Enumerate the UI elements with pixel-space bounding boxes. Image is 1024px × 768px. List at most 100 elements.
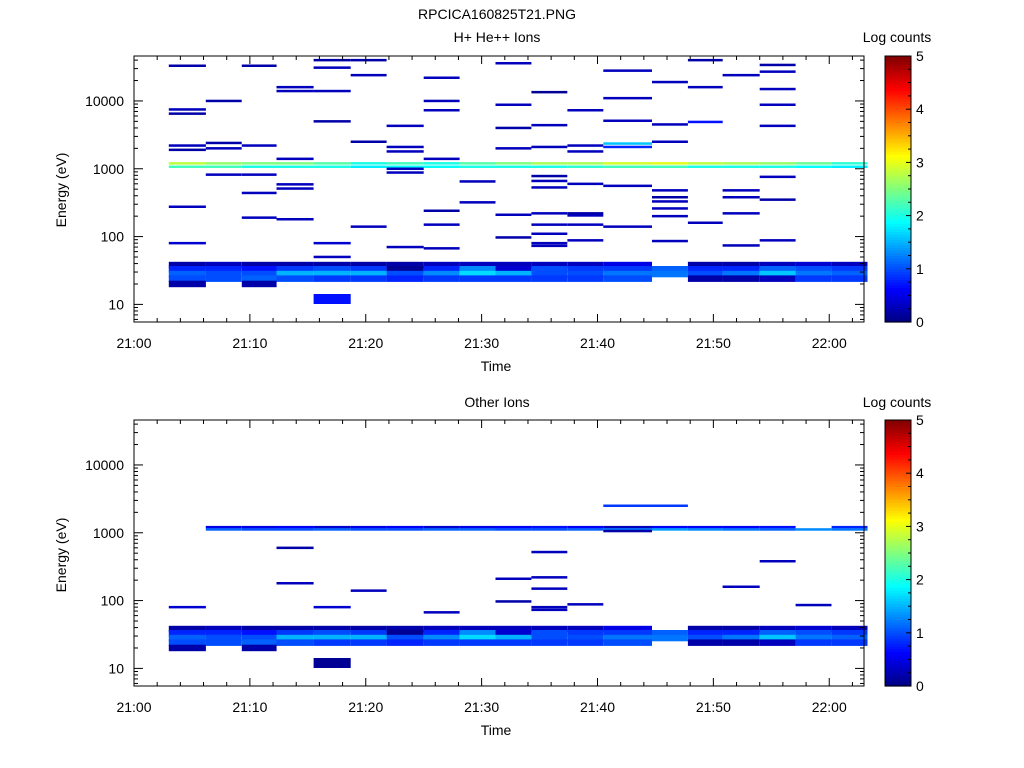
colorbar-segment	[885, 590, 911, 594]
colorbar-segment	[885, 316, 911, 320]
colorbar-segment	[885, 584, 911, 589]
colorbar-segment	[885, 287, 911, 291]
x-tick-label: 21:50	[696, 335, 731, 351]
colorbar-segment	[885, 475, 911, 480]
colorbar-segment	[885, 279, 911, 283]
heatmap-cell	[276, 528, 314, 531]
colorbar-segment	[885, 422, 911, 426]
heatmap-cell	[567, 275, 604, 282]
heatmap-cell	[313, 241, 351, 245]
heatmap-cell	[459, 630, 496, 637]
colorbar-segment	[885, 651, 911, 655]
colorbar-segment	[885, 550, 911, 554]
heatmap-cell	[313, 89, 351, 93]
heatmap-cell	[241, 644, 277, 652]
heatmap-cell	[722, 528, 760, 531]
heatmap-cell	[567, 525, 604, 529]
heatmap-cell	[313, 255, 351, 259]
heatmap-cell	[495, 213, 532, 216]
x-tick-label: 21:10	[232, 699, 267, 715]
heatmap-cell	[722, 73, 760, 77]
heatmap-cell	[495, 103, 532, 106]
colorbar-segment	[885, 547, 911, 551]
colorbar-segment	[885, 515, 911, 520]
heatmap-cell	[652, 165, 688, 168]
heatmap-cell	[423, 76, 460, 79]
heatmap-cell	[759, 634, 796, 642]
heatmap-cell	[831, 639, 868, 646]
colorbar-segment	[885, 481, 911, 485]
colorbar-segment	[885, 106, 911, 110]
colorbar-segment	[885, 196, 911, 201]
heatmap-cell	[531, 266, 568, 273]
heatmap-cell	[722, 212, 760, 215]
heatmap-cell	[276, 270, 314, 278]
colorbar-segment	[885, 218, 911, 222]
heatmap-cell	[531, 576, 568, 579]
colorbar-segment	[885, 244, 911, 249]
heatmap-cell	[759, 270, 796, 278]
heatmap-cell	[423, 528, 460, 531]
colorbar-segment	[885, 420, 911, 424]
heatmap-cell	[459, 180, 496, 183]
y-tick-label: 10000	[85, 93, 124, 109]
heatmap-cell	[531, 123, 568, 127]
heatmap-cell	[241, 630, 277, 637]
colorbar-segment	[885, 526, 911, 530]
colorbar-segment	[885, 425, 911, 429]
colorbar-segment	[885, 292, 911, 296]
heatmap-cell	[759, 165, 796, 168]
colorbar-segment	[885, 470, 911, 474]
colorbar-segment	[885, 534, 911, 538]
heatmap-cell	[276, 625, 314, 633]
heatmap-cell	[205, 639, 242, 646]
heatmap-panel-hplus-heplusplus: H+ He++ Ions Log counts Time Energy (eV)…	[53, 29, 931, 374]
heatmap-cell	[241, 270, 277, 278]
heatmap-cell	[722, 630, 760, 637]
axes: 21:00 21:10 21:20 21:30 21:40 21:50 22:00 10 100…	[85, 56, 864, 351]
heatmap-cell	[386, 266, 424, 273]
colorbar-segment	[885, 202, 911, 206]
heatmap-cell	[531, 241, 568, 245]
colorbar-segment	[885, 98, 911, 102]
heatmap-cell	[350, 528, 387, 531]
heatmap-cell	[531, 261, 568, 269]
heatmap-cell	[531, 90, 568, 94]
heatmap-cell	[459, 528, 496, 531]
colorbar-segment	[885, 574, 911, 578]
colorbar-segment	[885, 489, 911, 493]
colorbar-segment	[885, 513, 911, 517]
heatmap-cell	[759, 162, 796, 165]
heatmap-cell	[350, 261, 387, 269]
heatmap-cell	[276, 89, 314, 93]
colorbar-segment	[885, 303, 911, 307]
heatmap-cell	[567, 214, 604, 217]
heatmap-cell	[795, 275, 832, 282]
colorbar-segment	[885, 462, 911, 466]
heatmap-cell	[722, 625, 760, 633]
x-tick-label: 21:20	[348, 699, 383, 715]
heatmap-cell	[386, 528, 424, 531]
colorbar-segment	[885, 82, 911, 86]
heatmap-cell	[205, 634, 242, 642]
colorbar-segment	[885, 576, 911, 581]
heatmap-cell	[495, 126, 532, 130]
heatmap-cell	[350, 639, 387, 646]
heatmap-cell	[759, 261, 796, 269]
colorbar-segment	[885, 433, 911, 437]
colorbar-segment	[885, 191, 911, 195]
heatmap-cell	[603, 625, 652, 633]
heatmap-cell	[423, 247, 460, 250]
colorbar-segment	[885, 247, 911, 251]
colorbar-tick-label: 0	[916, 314, 924, 330]
heatmap-cell	[652, 266, 688, 273]
heatmap-cell	[241, 162, 277, 165]
heatmap-cell	[603, 162, 652, 165]
heatmap-cell	[313, 630, 351, 637]
heatmap-cell	[276, 525, 314, 529]
colorbar-segment	[885, 654, 911, 658]
heatmap-cell	[350, 165, 387, 168]
heatmap-cell	[722, 266, 760, 273]
heatmap-cell	[423, 162, 460, 165]
heatmap-cell	[205, 165, 242, 168]
